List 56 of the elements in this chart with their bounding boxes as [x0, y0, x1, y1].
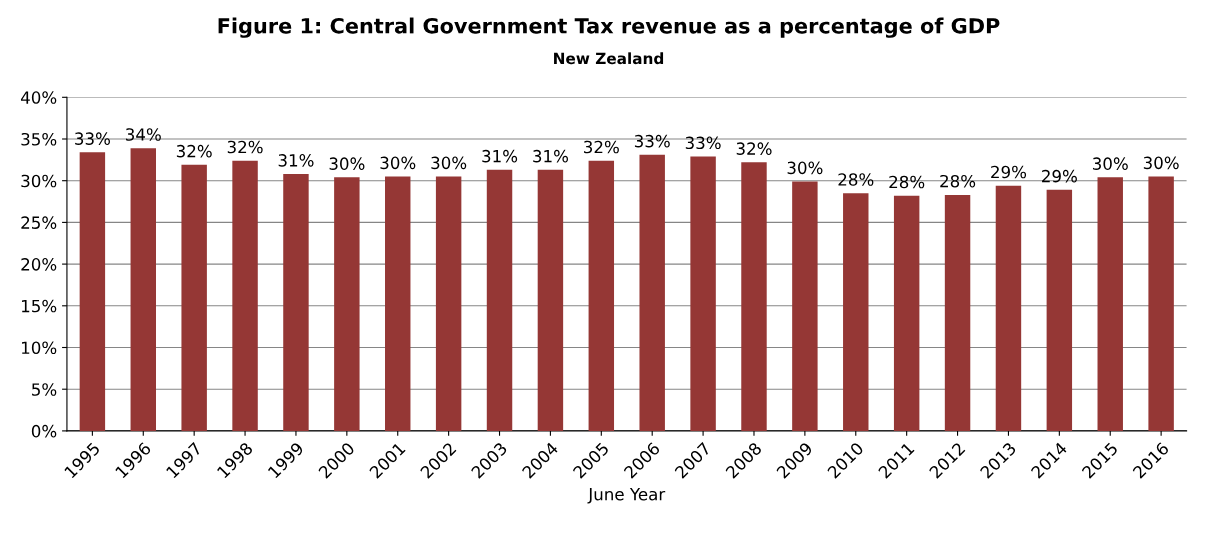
chart-title: Figure 1: Central Government Tax revenue as a percentage of GDP: [218, 17, 1000, 38]
bar: [995, 185, 1022, 431]
bar: [944, 194, 971, 431]
data-label: 32%: [736, 142, 772, 155]
data-label: 30%: [1143, 156, 1179, 170]
bar: [79, 152, 106, 431]
y-tick-label: 20%: [21, 258, 57, 271]
bar: [792, 181, 818, 431]
data-label: 28%: [838, 173, 874, 186]
y-tick-label: 0%: [31, 424, 57, 438]
data-label: 29%: [1042, 169, 1077, 183]
y-tick-label: 5%: [32, 383, 57, 396]
y-tick-label: 15%: [22, 299, 57, 313]
y-tick-label: 10%: [22, 341, 57, 355]
x-axis-title: June Year: [587, 488, 666, 504]
bar: [893, 195, 920, 431]
data-label: 28%: [889, 175, 925, 189]
data-label: 30%: [380, 156, 416, 170]
data-label: 28%: [940, 174, 976, 188]
data-label: 30%: [329, 157, 365, 170]
bar: [1046, 189, 1073, 431]
data-label: 29%: [991, 165, 1027, 179]
bar: [486, 169, 513, 431]
bar: [588, 160, 615, 431]
bar: [639, 154, 665, 431]
data-label: 30%: [1092, 157, 1128, 170]
bar: [181, 164, 207, 431]
y-tick-label: 30%: [21, 174, 57, 188]
data-label: 31%: [533, 149, 569, 163]
y-tick-label: 25%: [21, 216, 57, 229]
bar: [130, 148, 156, 431]
bar: [435, 176, 462, 431]
data-label: 34%: [126, 128, 161, 141]
data-label: 31%: [278, 154, 314, 167]
bar: [690, 156, 716, 431]
data-label: 30%: [431, 156, 467, 170]
bar: [334, 177, 360, 431]
bar: [283, 174, 309, 431]
y-tick-label: 40%: [20, 91, 57, 104]
data-label: 33%: [685, 136, 721, 150]
data-label: 30%: [787, 161, 823, 175]
bar: [1097, 177, 1123, 431]
bar: [385, 176, 411, 431]
bar: [537, 169, 564, 431]
data-label: 33%: [75, 132, 110, 145]
data-label: 32%: [176, 144, 212, 158]
data-label: 32%: [584, 140, 619, 154]
bar: [843, 193, 869, 431]
data-label: 33%: [634, 134, 670, 148]
bar: [1148, 176, 1174, 431]
y-tick-label: 35%: [21, 132, 57, 146]
bar: [741, 162, 767, 431]
bar: [232, 160, 258, 431]
chart-subtitle: New Zealand: [554, 52, 664, 65]
data-label: 32%: [227, 140, 263, 154]
data-label: 31%: [482, 149, 518, 163]
